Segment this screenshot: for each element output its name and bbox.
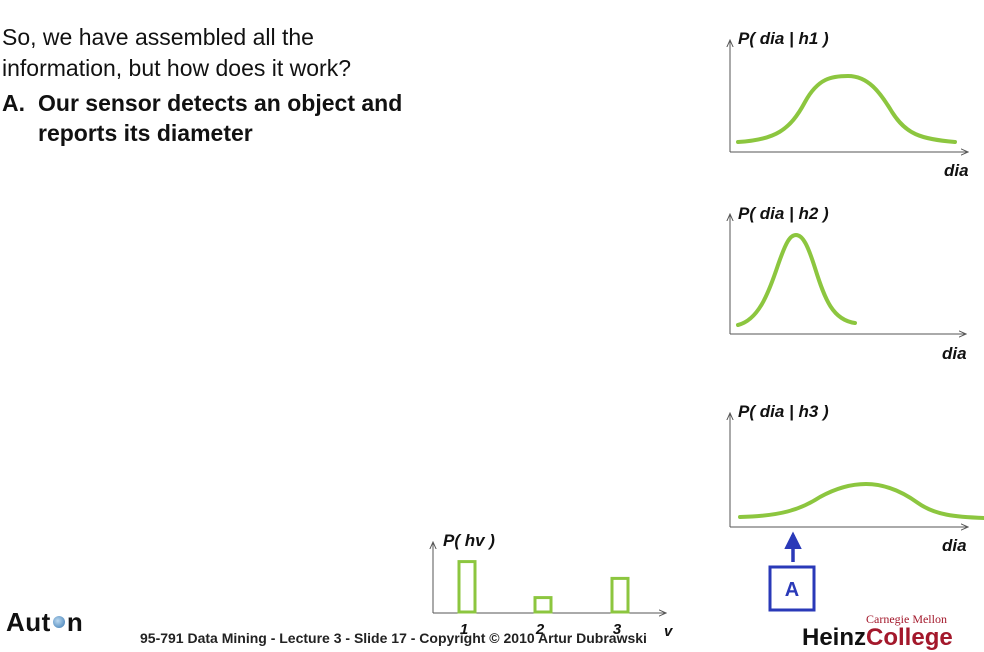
measurement-marker: A	[768, 531, 816, 612]
prior-tick-label: 2	[535, 621, 545, 638]
plot-h1-curve	[736, 73, 957, 144]
plot-h2-title: P( dia | h2 )	[738, 204, 829, 223]
plots-canvas: P( dia | h1 ) dia P( dia | h2 ) dia P( d…	[0, 29, 984, 638]
plot-h2-curve	[736, 232, 857, 327]
plot-h3-curve	[738, 481, 984, 520]
prior-tick-label: 3	[613, 621, 622, 638]
plot-h1-xlabel: dia	[944, 161, 969, 180]
prior-tick-label: 1	[460, 621, 468, 638]
plot-h2: P( dia | h2 ) dia	[730, 204, 967, 363]
prior-bar-2	[533, 596, 553, 614]
plot-h3-xlabel: dia	[942, 536, 967, 555]
footer-slide-text: 95-791 Data Mining - Lecture 3 - Slide 1…	[140, 630, 647, 646]
prior-bar-1	[457, 560, 477, 614]
bullet-text: Our sensor detects an object and reports…	[38, 90, 403, 146]
bullet-point-a: A. Our sensor detects an object and repo…	[2, 88, 422, 148]
bullet-marker: A.	[2, 90, 25, 116]
measurement-box-label: A	[785, 579, 799, 601]
cmu-logo-text: Carnegie Mellon	[866, 612, 947, 626]
prior-ticks: 1 2 3	[460, 621, 622, 638]
plot-h2-xlabel: dia	[942, 344, 967, 363]
plot-h1: P( dia | h1 ) dia	[730, 29, 969, 180]
plot-h1-title: P( dia | h1 )	[738, 29, 829, 48]
plot-prior-title: P( hv )	[443, 531, 495, 550]
logo-text-right: n	[66, 607, 84, 637]
intro-text: So, we have assembled all the informatio…	[2, 24, 352, 81]
measurement-box	[768, 565, 816, 612]
plot-prior-xlabel: v	[664, 623, 674, 638]
auton-lab-logo: Aut n	[6, 607, 83, 638]
logo-text-left: Aut	[6, 607, 51, 637]
plot-h3-title: P( dia | h3 )	[738, 402, 829, 421]
plot-h3: P( dia | h3 ) dia	[730, 402, 984, 555]
prior-bar-3	[610, 576, 630, 614]
prior-bars	[457, 560, 630, 614]
heinz-college-logo: HeinzCollege	[802, 624, 953, 652]
logo-dot-icon	[52, 616, 65, 629]
plot-prior: P( hv ) v 1 2 3	[433, 531, 674, 638]
